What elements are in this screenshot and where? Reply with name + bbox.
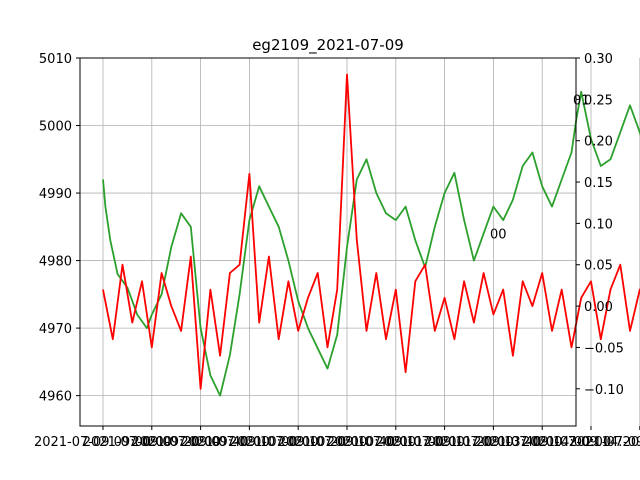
- series-layer: [102, 73, 640, 397]
- x-tick-label: 2021-07-09 11:00:00: [327, 435, 465, 450]
- x-tick-label: 2021-07-09 09:40:00: [132, 435, 270, 450]
- x-tick-label: 2021-07-09 14:20:00: [522, 435, 640, 450]
- series-line-1: [102, 90, 640, 397]
- y-right-tick-label: 0.10: [584, 217, 613, 232]
- x-tick-label: 2021-07-09 10:00:00: [180, 435, 318, 450]
- y-right-tick-label: 0.20: [584, 135, 613, 150]
- y-right-tick-label: 0.00: [584, 300, 613, 315]
- y-right-tick-label: 0.30: [584, 52, 613, 67]
- x-tick-label: 2021-07-09 10:20:00: [229, 435, 367, 450]
- y-right-tick-label: −0.05: [584, 341, 624, 356]
- y-right-tick-label: 0.25: [584, 93, 613, 108]
- series-line-2: [102, 73, 640, 390]
- y-left-tick-label: 5010: [39, 52, 72, 67]
- y-right-tick-label: 0.15: [584, 176, 613, 191]
- x-tick-label: 2021-07-09 09:00:00: [34, 435, 172, 450]
- x-tick-label: 2021-07-09 11:20:00: [376, 435, 514, 450]
- y-right-tick-label: 0.05: [584, 259, 613, 274]
- x-tick-label: 2021-07-09 14:54:02.: [569, 435, 640, 450]
- y-axis-right: −0.10 −0.05 0.00 0.05 0.10 0.15 0.20 0.25 0.30: [576, 52, 624, 398]
- y-left-tick-label: 4980: [39, 255, 72, 270]
- plot-frame: [79, 57, 577, 427]
- y-left-tick-label: 4970: [39, 322, 72, 337]
- y-left-tick-label: 4960: [39, 390, 72, 405]
- y-left-tick-label: 5000: [39, 120, 72, 135]
- x-tick-label: 2021-07-09 13:40:00: [424, 435, 562, 450]
- x-tick-label: 2021-07-09 14:00:00: [473, 435, 611, 450]
- y-right-tick-label: −0.10: [584, 383, 624, 398]
- y-left-tick-label: 4990: [39, 187, 72, 202]
- chart-title: eg2109_2021-07-09: [252, 36, 404, 55]
- y-axis-left: 4960 4970 4980 4990 5000 5010: [39, 52, 80, 405]
- x-tick-label: 2021-07-09 10:40:00: [278, 435, 416, 450]
- x-tick-label: 2021-07-09 09:20:00: [83, 435, 221, 450]
- annotations: 01 00: [490, 93, 590, 242]
- annotation-label: 01: [573, 93, 590, 108]
- annotation-label: 00: [490, 227, 507, 242]
